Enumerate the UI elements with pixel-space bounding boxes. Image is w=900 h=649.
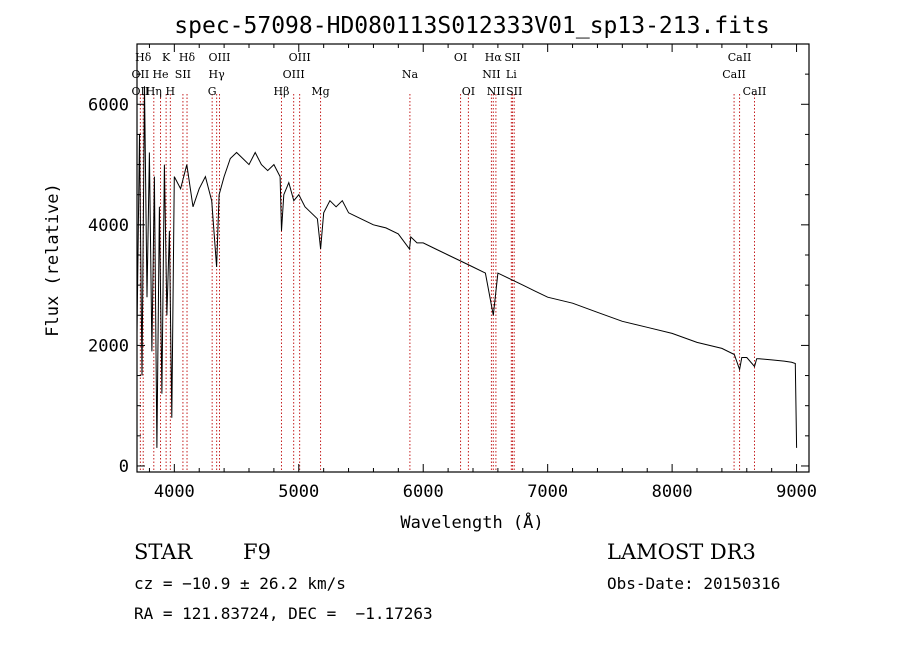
y-tick-label: 4000: [88, 216, 129, 236]
spectral-line-label: Hδ: [179, 51, 196, 64]
x-axis-label: Wavelength (Å): [400, 511, 543, 533]
spectral-line-label: CaII: [743, 85, 767, 98]
spectral-line-label: NII: [487, 85, 505, 98]
survey-name: LAMOST DR3: [607, 540, 756, 564]
y-tick-label: 2000: [88, 336, 129, 356]
x-axis-ticks: 4000 5000 6000 7000 8000 9000: [148, 44, 817, 502]
object-subclass: F9: [243, 540, 271, 564]
spectral-line-label: OIII: [208, 51, 230, 64]
spectral-line-label: SII: [506, 85, 522, 98]
y-axis-label: Flux (relative): [43, 183, 63, 337]
spectral-line-label: CaII: [728, 51, 752, 64]
spectral-line-label: H: [166, 85, 176, 98]
spectral-line-label: Na: [402, 68, 419, 81]
coordinates-text: RA = 121.83724, DEC = −1.17263: [134, 604, 433, 623]
spectral-line-label: OIII: [289, 51, 311, 64]
spectral-line-label: OI: [462, 85, 475, 98]
flux-series-line: [136, 86, 798, 448]
x-tick-label: 5000: [278, 482, 319, 502]
spectral-line-label: SII: [175, 68, 191, 81]
x-tick-label: 9000: [776, 482, 817, 502]
spectral-line-label: Li: [506, 68, 517, 81]
x-tick-label: 8000: [652, 482, 693, 502]
y-tick-label: 0: [119, 457, 129, 477]
spectral-line-label: OIII: [283, 68, 305, 81]
plot-frame: [136, 43, 810, 473]
spectral-line-label: Mg: [311, 85, 329, 98]
obs-date-text: Obs-Date: 20150316: [607, 574, 781, 593]
spectral-line-label: G: [208, 85, 217, 98]
spectral-line-label: K: [162, 51, 171, 64]
x-tick-label: 7000: [527, 482, 568, 502]
x-tick-label: 6000: [403, 482, 444, 502]
chart-title: spec-57098-HD080113S012333V01_sp13-213.f…: [174, 13, 769, 39]
y-axis-ticks: 0 2000 4000 6000: [88, 73, 809, 477]
spectral-line-label: Hδ: [135, 51, 152, 64]
spectral-line-label: Hη: [146, 85, 162, 98]
y-tick-label: 6000: [88, 95, 129, 115]
spectral-line-markers: [139, 94, 755, 472]
spectral-line-label: SII: [504, 51, 520, 64]
spectral-line-label: NII: [482, 68, 500, 81]
spectral-line-label: He: [152, 68, 168, 81]
spectral-line-label: Hγ: [209, 68, 226, 81]
x-tick-label: 4000: [154, 482, 195, 502]
spectral-line-label: Hβ: [274, 85, 290, 98]
spectral-line-label: Hα: [485, 51, 503, 64]
spectral-line-label: OI: [454, 51, 467, 64]
redshift-text: cz = −10.9 ± 26.2 km/s: [134, 574, 346, 593]
spectral-line-label: CaII: [722, 68, 746, 81]
object-class: STAR: [134, 540, 193, 564]
